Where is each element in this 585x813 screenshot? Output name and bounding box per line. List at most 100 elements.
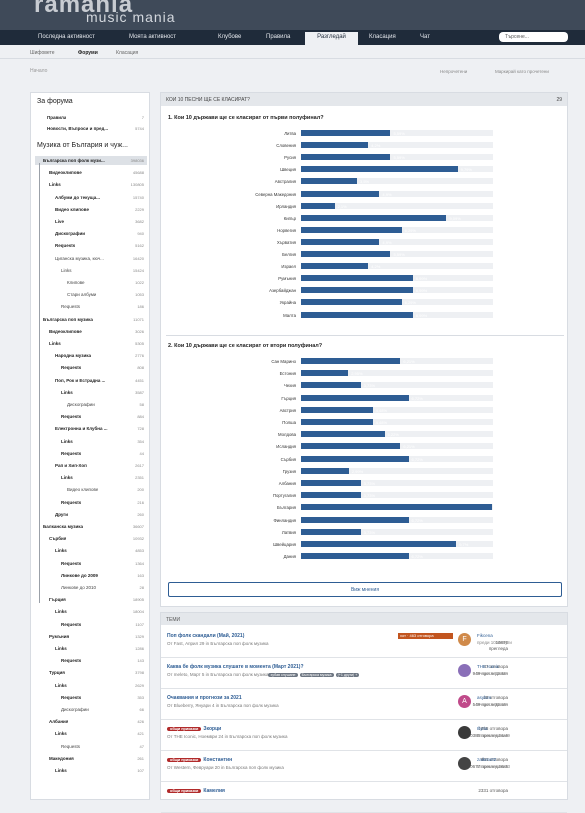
sidebar-item[interactable]: Links (61, 389, 73, 395)
thread-row[interactable]: Очаквания и прогнози за 2021 От Blueberry… (161, 689, 567, 720)
unread-link[interactable]: Непрочетени (440, 69, 468, 74)
sidebar-item[interactable]: Links (49, 182, 61, 188)
sidebar-item[interactable]: Балканска музика (43, 524, 84, 529)
sidebar-item[interactable]: Requests (61, 621, 82, 627)
sidebar-item[interactable]: Клипове (67, 280, 85, 285)
sidebar-item[interactable]: Видеоклипове (49, 328, 82, 334)
thread-title-text[interactable]: Каква бе фолк музика слушате в момента (… (167, 664, 304, 670)
last-poster[interactable]: asylum (477, 695, 492, 700)
subnav-forums[interactable]: Форуми (78, 50, 98, 56)
sidebar-item[interactable]: Requests (61, 499, 82, 505)
sidebar-item[interactable]: Requests (61, 450, 82, 456)
last-poster[interactable]: Illyria (477, 726, 488, 731)
mark-read-link[interactable]: Маркирай като прочетени (495, 69, 549, 74)
nav-item-rules[interactable]: Правила (266, 34, 291, 40)
thread-row[interactable]: общи приказки Зкорци От THE Iconic, Ноемвр… (161, 720, 567, 751)
sidebar-item[interactable]: Народна музика (55, 353, 91, 359)
search-input[interactable]: Търсене... (499, 32, 568, 42)
sidebar-item[interactable]: Сърбия (49, 536, 67, 542)
nav-item-chat[interactable]: Чат (420, 34, 430, 40)
sidebar-item[interactable]: Links (55, 646, 67, 651)
sidebar-item[interactable]: Поп, Рок и Естрадна ... (55, 377, 106, 383)
thread-title-text[interactable]: Поп фолк скандали (Май, 2021) (167, 633, 245, 639)
sidebar-item[interactable]: Links (61, 475, 73, 481)
thread-title-text[interactable]: Константин (203, 757, 233, 763)
sidebar-item[interactable]: Requests (61, 414, 82, 420)
sidebar-item[interactable]: Links (55, 731, 67, 737)
last-poster[interactable]: Fikcena (477, 633, 493, 638)
last-poster[interactable]: THE Iconic (477, 664, 500, 669)
sidebar-item[interactable]: Други (55, 511, 69, 517)
thread-row[interactable]: Поп фолк скандали (Май, 2021) От Fast, Ап… (161, 627, 567, 658)
sidebar-item[interactable]: Видео клипове (67, 487, 99, 493)
sidebar-item[interactable]: Links (61, 438, 73, 444)
sidebar-item[interactable]: Правила (47, 115, 67, 120)
thread-title[interactable]: Каква бе фолк музика слушате в момента (… (167, 664, 304, 670)
sidebar-item[interactable]: Дискографии (55, 231, 86, 237)
sidebar-item[interactable]: Links (49, 341, 61, 346)
sidebar-item[interactable]: Турция (49, 670, 65, 676)
sidebar-item[interactable]: Requests (61, 365, 82, 371)
sidebar-item[interactable]: Стари албуми (67, 292, 97, 298)
sidebar-item[interactable]: Циганска музика, кюч... (55, 255, 104, 261)
avatar[interactable] (458, 664, 471, 677)
sidebar-item[interactable]: Видео клипове (55, 206, 89, 212)
sidebar-item[interactable]: Албания (49, 719, 69, 725)
sidebar-item[interactable]: Българска поп фолк музи... (43, 158, 105, 163)
avatar[interactable]: F (458, 633, 471, 646)
avatar[interactable] (458, 726, 471, 739)
sidebar-item[interactable]: Live (55, 219, 65, 224)
sidebar-item[interactable]: Requests (61, 658, 82, 664)
sidebar-item[interactable]: Българска поп музика (43, 316, 93, 322)
sidebar-item[interactable]: Новости, Въпроси и пред... (47, 126, 109, 131)
sidebar-item[interactable]: Дискографии (61, 707, 89, 712)
sidebar-item[interactable]: Links (55, 609, 67, 615)
thread-row[interactable]: общи приказки Камелия 2331 отговора (161, 782, 567, 813)
thread-tag[interactable]: Българска музика (299, 673, 334, 677)
poll-option-label: България (277, 505, 296, 511)
sidebar-item[interactable]: Requests (61, 304, 81, 310)
sidebar-item[interactable]: Румъния (49, 633, 70, 639)
sidebar-item[interactable]: Електронна и Клубна ... (55, 426, 108, 432)
sidebar-item[interactable]: Links (55, 768, 67, 773)
thread-title[interactable]: общи приказки Зкорци (167, 726, 221, 732)
sidebar-item[interactable]: Видеоклипове (49, 170, 82, 176)
nav-item-ranking[interactable]: Класация (369, 34, 396, 40)
avatar[interactable] (458, 757, 471, 770)
sidebar-item[interactable]: Гърция (49, 597, 66, 603)
sidebar-item[interactable]: Links (55, 682, 67, 688)
sidebar-item[interactable]: Дискографии (67, 402, 95, 407)
sidebar-item[interactable]: Links (61, 267, 72, 273)
nav-item-recent[interactable]: Последна активност (38, 34, 95, 40)
nav-item-browse[interactable]: Разгледай (305, 32, 358, 45)
thread-title[interactable]: Очаквания и прогнози за 2021 (167, 695, 242, 701)
sidebar-item[interactable]: Албуми до текуща... (55, 194, 100, 200)
sidebar-item[interactable]: Рап и Хип-Хоп (55, 463, 87, 468)
view-results-button[interactable]: Виж мнения (168, 582, 562, 597)
subnav-ranking[interactable]: Класация (116, 50, 139, 56)
thread-title[interactable]: общи приказки Константин (167, 757, 232, 763)
thread-title[interactable]: Поп фолк скандали (Май, 2021) (167, 633, 244, 639)
sidebar-item[interactable]: Requests (61, 560, 82, 566)
sidebar-item[interactable]: Линкове до 2009 (61, 572, 98, 578)
nav-item-clubs[interactable]: Клубове (218, 34, 242, 40)
sidebar-item[interactable]: Македония (49, 755, 74, 761)
thread-tag[interactable]: хубав слушане (268, 673, 298, 677)
thread-tag[interactable]: (+1 други) + (335, 673, 360, 677)
avatar[interactable]: A (458, 695, 471, 708)
subnav-shifts[interactable]: Шифовете (30, 50, 55, 56)
thread-row[interactable]: Каква бе фолк музика слушате в момента (… (161, 658, 567, 689)
thread-title-text[interactable]: Очаквания и прогнози за 2021 (167, 695, 242, 701)
thread-title-text[interactable]: Камелия (203, 788, 225, 794)
nav-item-my-activity[interactable]: Моята активност (129, 34, 177, 40)
sidebar-item[interactable]: Requests (61, 743, 81, 749)
thread-title[interactable]: общи приказки Камелия (167, 788, 225, 794)
sidebar-item[interactable]: Requests (61, 694, 82, 700)
sidebar-item[interactable]: Линкове до 2010 (61, 585, 96, 590)
sidebar-item[interactable]: Links (55, 548, 67, 554)
sidebar-item[interactable]: Requests (55, 243, 76, 249)
breadcrumb[interactable]: Начало (30, 68, 48, 74)
thread-title-text[interactable]: Зкорци (203, 726, 222, 732)
thread-row[interactable]: общи приказки Константин От Western, Февру… (161, 751, 567, 782)
last-poster[interactable]: zaiketo82 (477, 757, 497, 762)
